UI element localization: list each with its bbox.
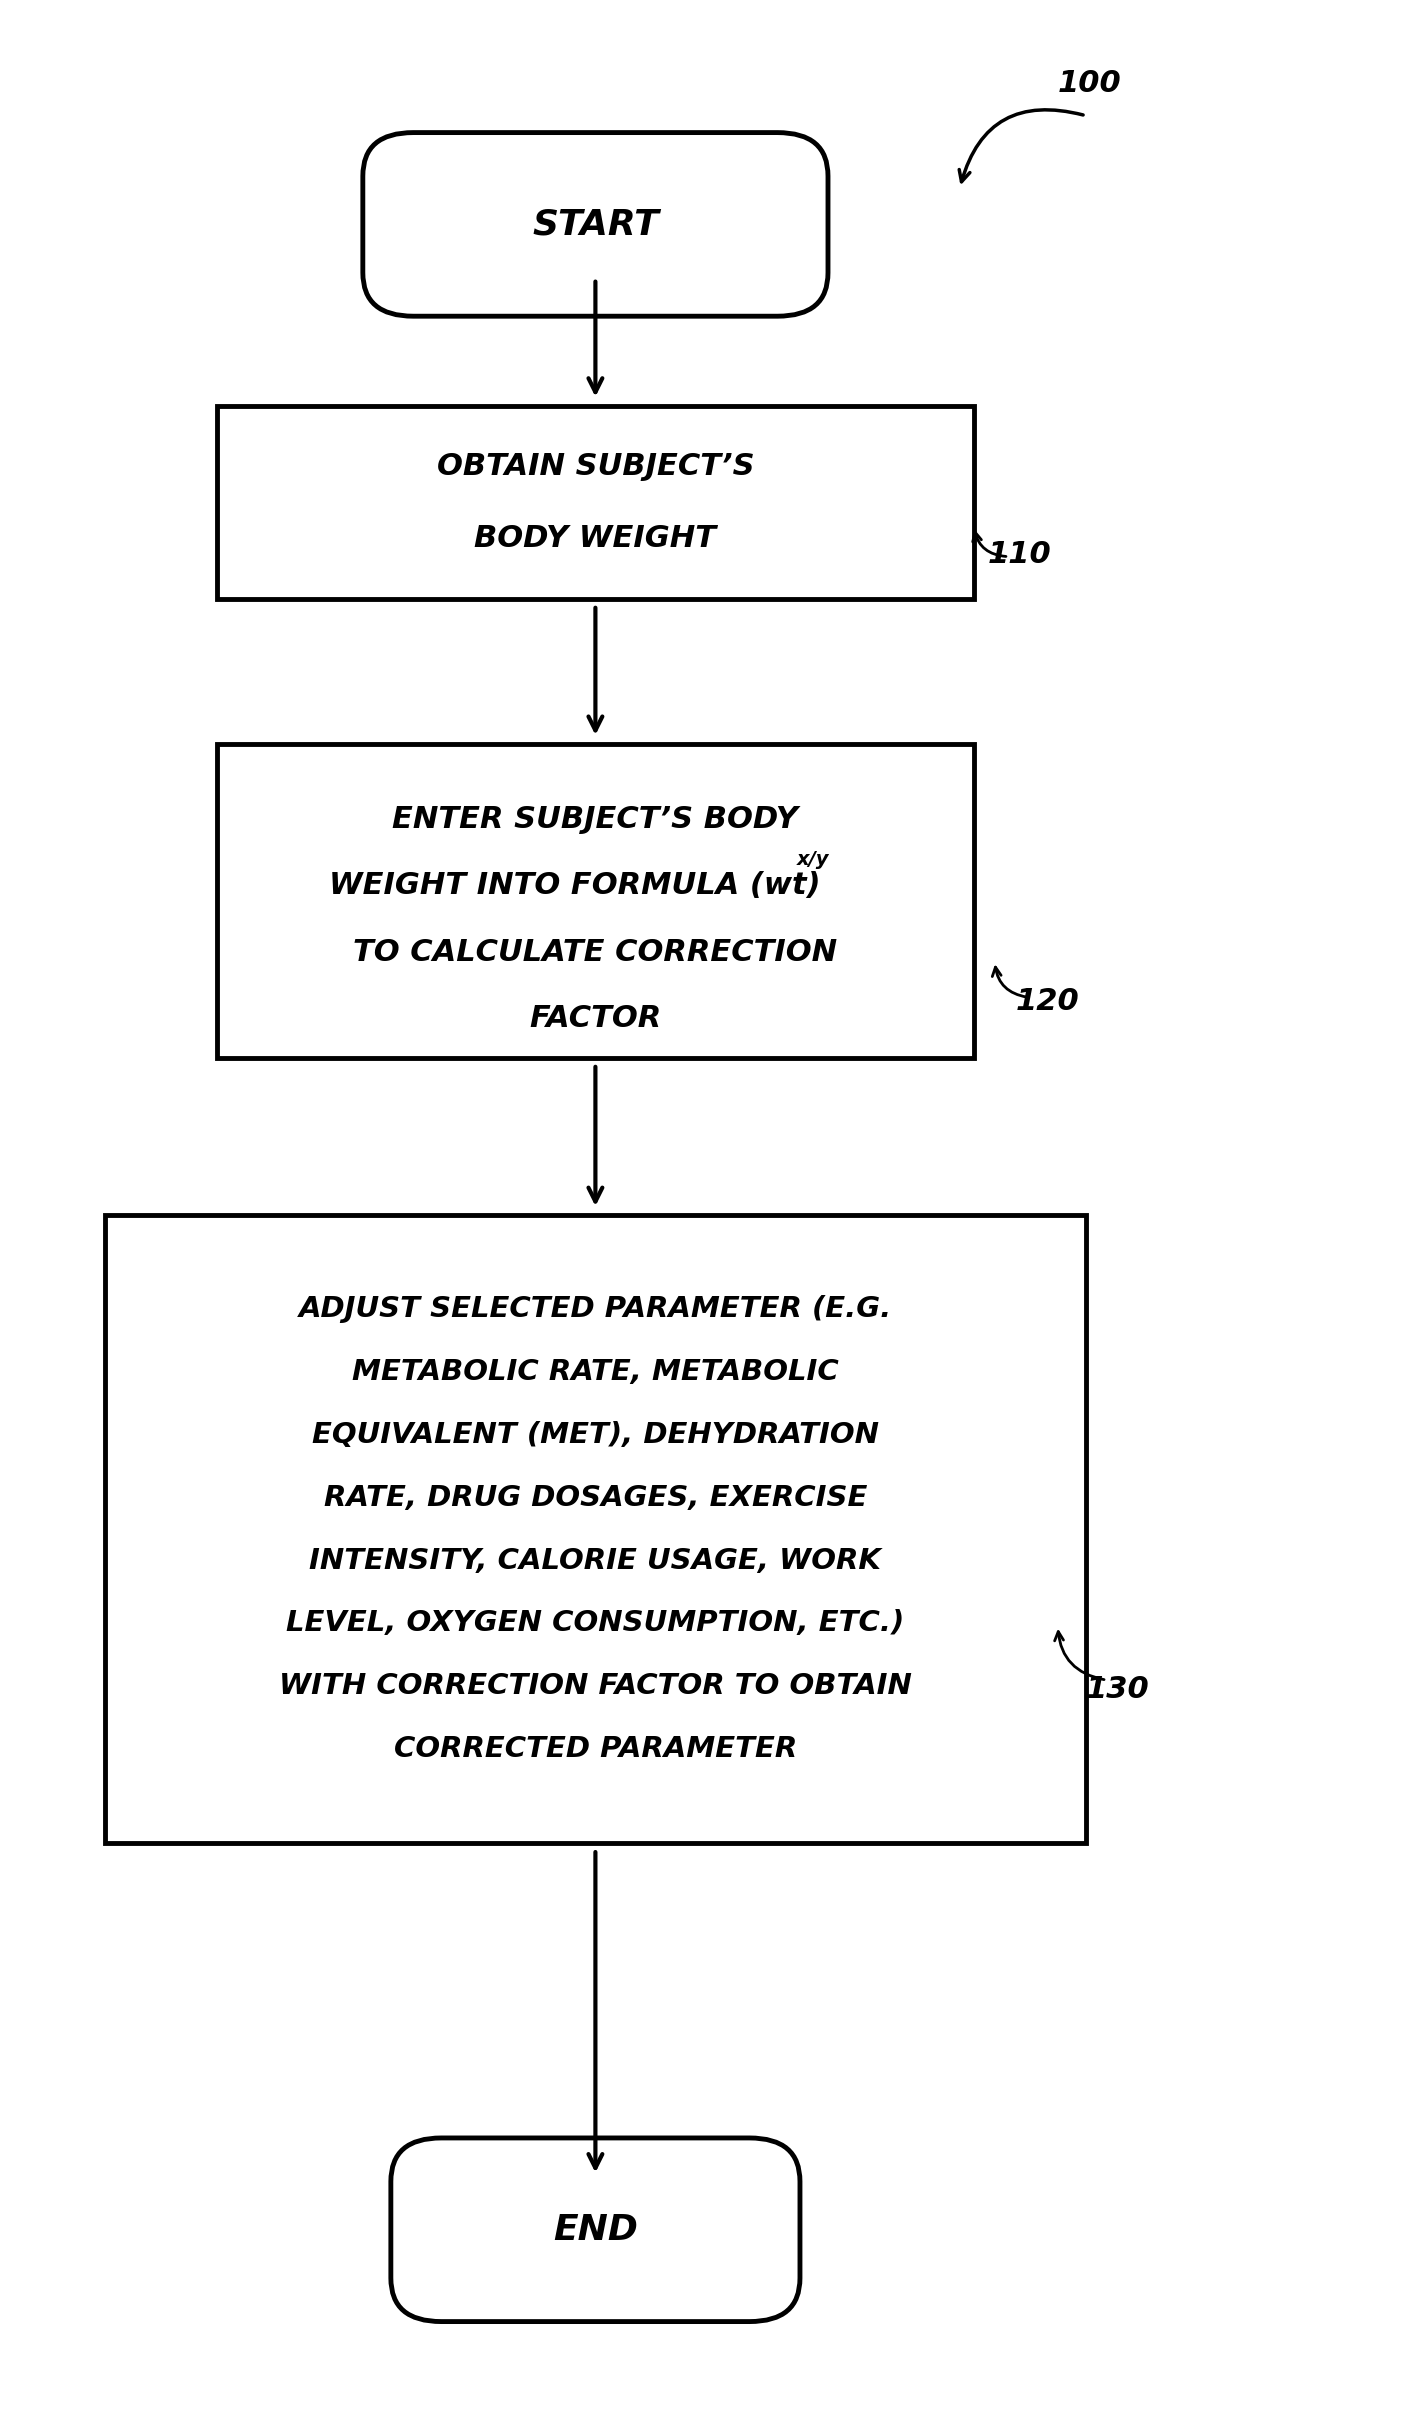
Bar xyxy=(216,744,974,1057)
FancyBboxPatch shape xyxy=(362,134,828,316)
Text: END: END xyxy=(553,2214,638,2248)
Bar xyxy=(216,406,974,598)
Bar xyxy=(105,1215,1085,1844)
Text: WEIGHT INTO FORMULA (wt): WEIGHT INTO FORMULA (wt) xyxy=(328,872,821,899)
Text: EQUIVALENT (MET), DEHYDRATION: EQUIVALENT (MET), DEHYDRATION xyxy=(311,1422,879,1448)
Text: CORRECTED PARAMETER: CORRECTED PARAMETER xyxy=(393,1735,797,1762)
Text: 110: 110 xyxy=(988,539,1051,569)
Text: START: START xyxy=(532,207,659,241)
Text: ADJUST SELECTED PARAMETER (E.G.: ADJUST SELECTED PARAMETER (E.G. xyxy=(299,1295,891,1324)
Text: LEVEL, OXYGEN CONSUMPTION, ETC.): LEVEL, OXYGEN CONSUMPTION, ETC.) xyxy=(286,1609,904,1638)
Text: ENTER SUBJECT’S BODY: ENTER SUBJECT’S BODY xyxy=(392,804,798,833)
Text: 120: 120 xyxy=(1016,987,1080,1016)
Text: RATE, DRUG DOSAGES, EXERCISE: RATE, DRUG DOSAGES, EXERCISE xyxy=(324,1485,867,1511)
Text: x/y: x/y xyxy=(797,850,829,870)
Text: INTENSITY, CALORIE USAGE, WORK: INTENSITY, CALORIE USAGE, WORK xyxy=(310,1545,882,1575)
Text: FACTOR: FACTOR xyxy=(529,1004,662,1033)
Text: 130: 130 xyxy=(1085,1674,1149,1703)
Text: WITH CORRECTION FACTOR TO OBTAIN: WITH CORRECTION FACTOR TO OBTAIN xyxy=(279,1672,911,1701)
Text: OBTAIN SUBJECT’S: OBTAIN SUBJECT’S xyxy=(437,452,754,481)
FancyBboxPatch shape xyxy=(391,2138,799,2321)
Text: BODY WEIGHT: BODY WEIGHT xyxy=(474,525,716,554)
Text: TO CALCULATE CORRECTION: TO CALCULATE CORRECTION xyxy=(354,938,838,967)
Text: METABOLIC RATE, METABOLIC: METABOLIC RATE, METABOLIC xyxy=(352,1358,839,1385)
Text: 100: 100 xyxy=(1058,68,1122,97)
